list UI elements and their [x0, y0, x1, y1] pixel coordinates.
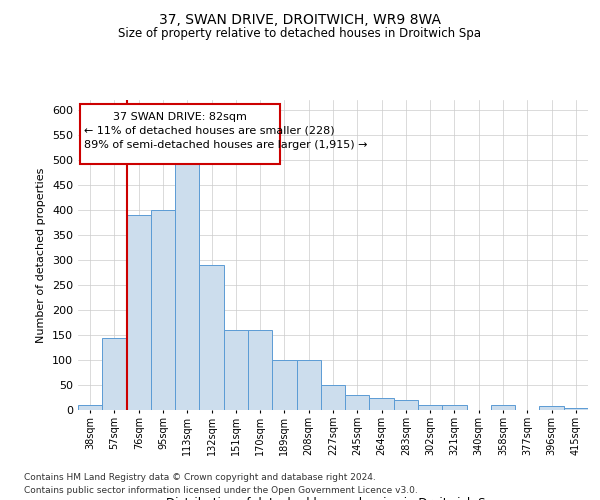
Bar — [442, 405, 467, 410]
Bar — [564, 408, 588, 410]
Bar — [151, 210, 175, 410]
Bar — [296, 360, 321, 410]
Text: 89% of semi-detached houses are larger (1,915) →: 89% of semi-detached houses are larger (… — [84, 140, 368, 150]
Text: Contains HM Land Registry data © Crown copyright and database right 2024.: Contains HM Land Registry data © Crown c… — [24, 472, 376, 482]
Text: 37 SWAN DRIVE: 82sqm: 37 SWAN DRIVE: 82sqm — [113, 112, 247, 122]
Bar — [248, 330, 272, 410]
Text: Size of property relative to detached houses in Droitwich Spa: Size of property relative to detached ho… — [119, 28, 482, 40]
Bar — [199, 265, 224, 410]
Bar — [394, 400, 418, 410]
Text: ← 11% of detached houses are smaller (228): ← 11% of detached houses are smaller (22… — [84, 126, 335, 136]
Bar — [175, 155, 199, 410]
Bar — [78, 405, 102, 410]
Bar — [272, 360, 296, 410]
Bar — [127, 215, 151, 410]
FancyBboxPatch shape — [80, 104, 280, 164]
Bar — [321, 385, 345, 410]
Bar — [224, 330, 248, 410]
Text: Contains public sector information licensed under the Open Government Licence v3: Contains public sector information licen… — [24, 486, 418, 495]
Bar — [345, 395, 370, 410]
X-axis label: Distribution of detached houses by size in Droitwich Spa: Distribution of detached houses by size … — [166, 496, 500, 500]
Text: 37, SWAN DRIVE, DROITWICH, WR9 8WA: 37, SWAN DRIVE, DROITWICH, WR9 8WA — [159, 12, 441, 26]
Bar — [370, 398, 394, 410]
Bar — [539, 406, 564, 410]
Bar — [102, 338, 127, 410]
Bar — [491, 405, 515, 410]
Y-axis label: Number of detached properties: Number of detached properties — [37, 168, 46, 342]
Bar — [418, 405, 442, 410]
